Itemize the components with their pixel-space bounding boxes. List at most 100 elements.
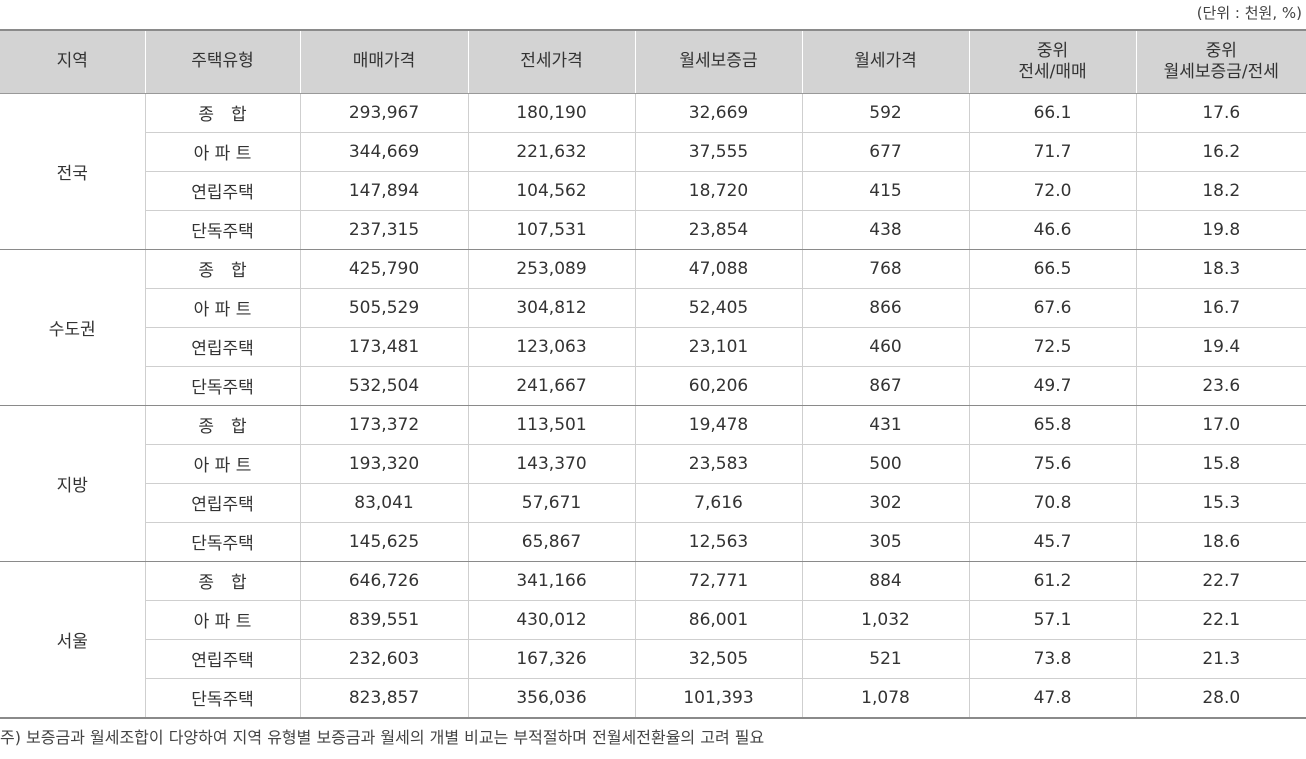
cell-jeonse-sale-ratio: 73.8 xyxy=(968,639,1136,679)
cell-housing-type: 연립주택 xyxy=(144,327,300,367)
cell-deposit-jeonse-ratio: 15.8 xyxy=(1135,444,1306,484)
cell-housing-type: 종 합 xyxy=(144,405,300,445)
cell-monthly-rent: 677 xyxy=(801,132,969,172)
cell-jeonse-price: 57,671 xyxy=(467,483,635,523)
cell-monthly-rent: 500 xyxy=(801,444,969,484)
cell-monthly-rent: 438 xyxy=(801,210,969,250)
cell-jeonse-sale-ratio: 67.6 xyxy=(968,288,1136,328)
footnote: 주) 보증금과 월세조합이 다양하여 지역 유형별 보증금과 월세의 개별 비교… xyxy=(0,728,765,747)
cell-deposit-jeonse-ratio: 15.3 xyxy=(1135,483,1306,523)
table-body: 전국 종 합 293,967 180,190 32,669 592 66.1 17.6 아 파 … xyxy=(0,93,1306,719)
cell-monthly-deposit: 23,101 xyxy=(634,327,802,367)
table-row: 연립주택 173,481 123,063 23,101 460 72.5 19.4 xyxy=(0,327,1306,367)
cell-jeonse-sale-ratio: 65.8 xyxy=(968,405,1136,445)
cell-monthly-deposit: 32,669 xyxy=(634,93,802,133)
cell-jeonse-price: 65,867 xyxy=(467,522,635,562)
cell-monthly-deposit: 23,583 xyxy=(634,444,802,484)
cell-sale-price: 237,315 xyxy=(299,210,468,250)
table-row: 연립주택 83,041 57,671 7,616 302 70.8 15.3 xyxy=(0,483,1306,523)
table-row: 단독주택 145,625 65,867 12,563 305 45.7 18.6 xyxy=(0,522,1306,562)
cell-monthly-rent: 521 xyxy=(801,639,969,679)
cell-deposit-jeonse-ratio: 18.2 xyxy=(1135,171,1306,211)
header-region: 지역 xyxy=(0,29,145,94)
cell-housing-type: 아 파 트 xyxy=(144,132,300,172)
cell-jeonse-price: 123,063 xyxy=(467,327,635,367)
header-jeonse-price: 전세가격 xyxy=(467,29,635,94)
cell-deposit-jeonse-ratio: 17.6 xyxy=(1135,93,1306,133)
cell-region: 전국 xyxy=(0,93,145,250)
cell-deposit-jeonse-ratio: 22.1 xyxy=(1135,600,1306,640)
cell-jeonse-price: 107,531 xyxy=(467,210,635,250)
table-row: 아 파 트 344,669 221,632 37,555 677 71.7 16.2 xyxy=(0,132,1306,172)
cell-monthly-deposit: 101,393 xyxy=(634,678,802,719)
cell-sale-price: 145,625 xyxy=(299,522,468,562)
cell-housing-type: 아 파 트 xyxy=(144,288,300,328)
cell-housing-type: 종 합 xyxy=(144,561,300,601)
cell-housing-type: 아 파 트 xyxy=(144,600,300,640)
table-row: 연립주택 232,603 167,326 32,505 521 73.8 21.3 xyxy=(0,639,1306,679)
cell-sale-price: 293,967 xyxy=(299,93,468,133)
cell-jeonse-price: 241,667 xyxy=(467,366,635,406)
cell-monthly-rent: 592 xyxy=(801,93,969,133)
cell-monthly-deposit: 23,854 xyxy=(634,210,802,250)
cell-sale-price: 823,857 xyxy=(299,678,468,719)
cell-deposit-jeonse-ratio: 19.4 xyxy=(1135,327,1306,367)
cell-monthly-deposit: 60,206 xyxy=(634,366,802,406)
cell-jeonse-sale-ratio: 49.7 xyxy=(968,366,1136,406)
cell-deposit-jeonse-ratio: 28.0 xyxy=(1135,678,1306,719)
cell-monthly-deposit: 19,478 xyxy=(634,405,802,445)
cell-monthly-deposit: 47,088 xyxy=(634,249,802,289)
header-housing-type: 주택유형 xyxy=(144,29,300,94)
cell-monthly-rent: 1,032 xyxy=(801,600,969,640)
cell-sale-price: 839,551 xyxy=(299,600,468,640)
cell-jeonse-sale-ratio: 47.8 xyxy=(968,678,1136,719)
cell-jeonse-sale-ratio: 71.7 xyxy=(968,132,1136,172)
cell-deposit-jeonse-ratio: 16.2 xyxy=(1135,132,1306,172)
cell-monthly-deposit: 32,505 xyxy=(634,639,802,679)
cell-jeonse-price: 253,089 xyxy=(467,249,635,289)
header-monthly-deposit: 월세보증금 xyxy=(634,29,802,94)
cell-monthly-deposit: 86,001 xyxy=(634,600,802,640)
cell-sale-price: 193,320 xyxy=(299,444,468,484)
cell-sale-price: 344,669 xyxy=(299,132,468,172)
cell-housing-type: 단독주택 xyxy=(144,366,300,406)
cell-monthly-deposit: 72,771 xyxy=(634,561,802,601)
cell-monthly-rent: 305 xyxy=(801,522,969,562)
cell-sale-price: 425,790 xyxy=(299,249,468,289)
cell-monthly-deposit: 7,616 xyxy=(634,483,802,523)
cell-jeonse-price: 356,036 xyxy=(467,678,635,719)
cell-deposit-jeonse-ratio: 19.8 xyxy=(1135,210,1306,250)
cell-jeonse-sale-ratio: 45.7 xyxy=(968,522,1136,562)
cell-housing-type: 아 파 트 xyxy=(144,444,300,484)
cell-housing-type: 종 합 xyxy=(144,93,300,133)
header-ratio1-line2: 전세/매매 xyxy=(1018,61,1087,82)
cell-jeonse-sale-ratio: 70.8 xyxy=(968,483,1136,523)
cell-deposit-jeonse-ratio: 18.3 xyxy=(1135,249,1306,289)
cell-jeonse-price: 113,501 xyxy=(467,405,635,445)
table-row: 서울 종 합 646,726 341,166 72,771 884 61.2 22.7 xyxy=(0,561,1306,719)
header-monthly-rent: 월세가격 xyxy=(801,29,969,94)
cell-monthly-rent: 884 xyxy=(801,561,969,601)
cell-jeonse-price: 167,326 xyxy=(467,639,635,679)
cell-jeonse-price: 180,190 xyxy=(467,93,635,133)
table-row: 지방 종 합 173,372 113,501 19,478 431 65.8 17.0 xyxy=(0,405,1306,562)
cell-deposit-jeonse-ratio: 18.6 xyxy=(1135,522,1306,562)
cell-sale-price: 173,481 xyxy=(299,327,468,367)
header-sale-price: 매매가격 xyxy=(299,29,468,94)
header-ratio2-line1: 중위 xyxy=(1205,40,1237,61)
cell-jeonse-sale-ratio: 66.5 xyxy=(968,249,1136,289)
cell-deposit-jeonse-ratio: 16.7 xyxy=(1135,288,1306,328)
cell-jeonse-price: 430,012 xyxy=(467,600,635,640)
cell-deposit-jeonse-ratio: 22.7 xyxy=(1135,561,1306,601)
cell-jeonse-sale-ratio: 72.5 xyxy=(968,327,1136,367)
cell-monthly-rent: 431 xyxy=(801,405,969,445)
cell-region: 수도권 xyxy=(0,249,145,406)
cell-sale-price: 532,504 xyxy=(299,366,468,406)
cell-jeonse-sale-ratio: 57.1 xyxy=(968,600,1136,640)
cell-monthly-deposit: 37,555 xyxy=(634,132,802,172)
cell-jeonse-sale-ratio: 61.2 xyxy=(968,561,1136,601)
header-ratio1-line1: 중위 xyxy=(1036,40,1069,61)
header-jeonse-sale-ratio: 중위 전세/매매 xyxy=(968,29,1136,94)
header-deposit-jeonse-ratio: 중위 월세보증금/전세 xyxy=(1135,29,1306,94)
cell-monthly-rent: 1,078 xyxy=(801,678,969,719)
